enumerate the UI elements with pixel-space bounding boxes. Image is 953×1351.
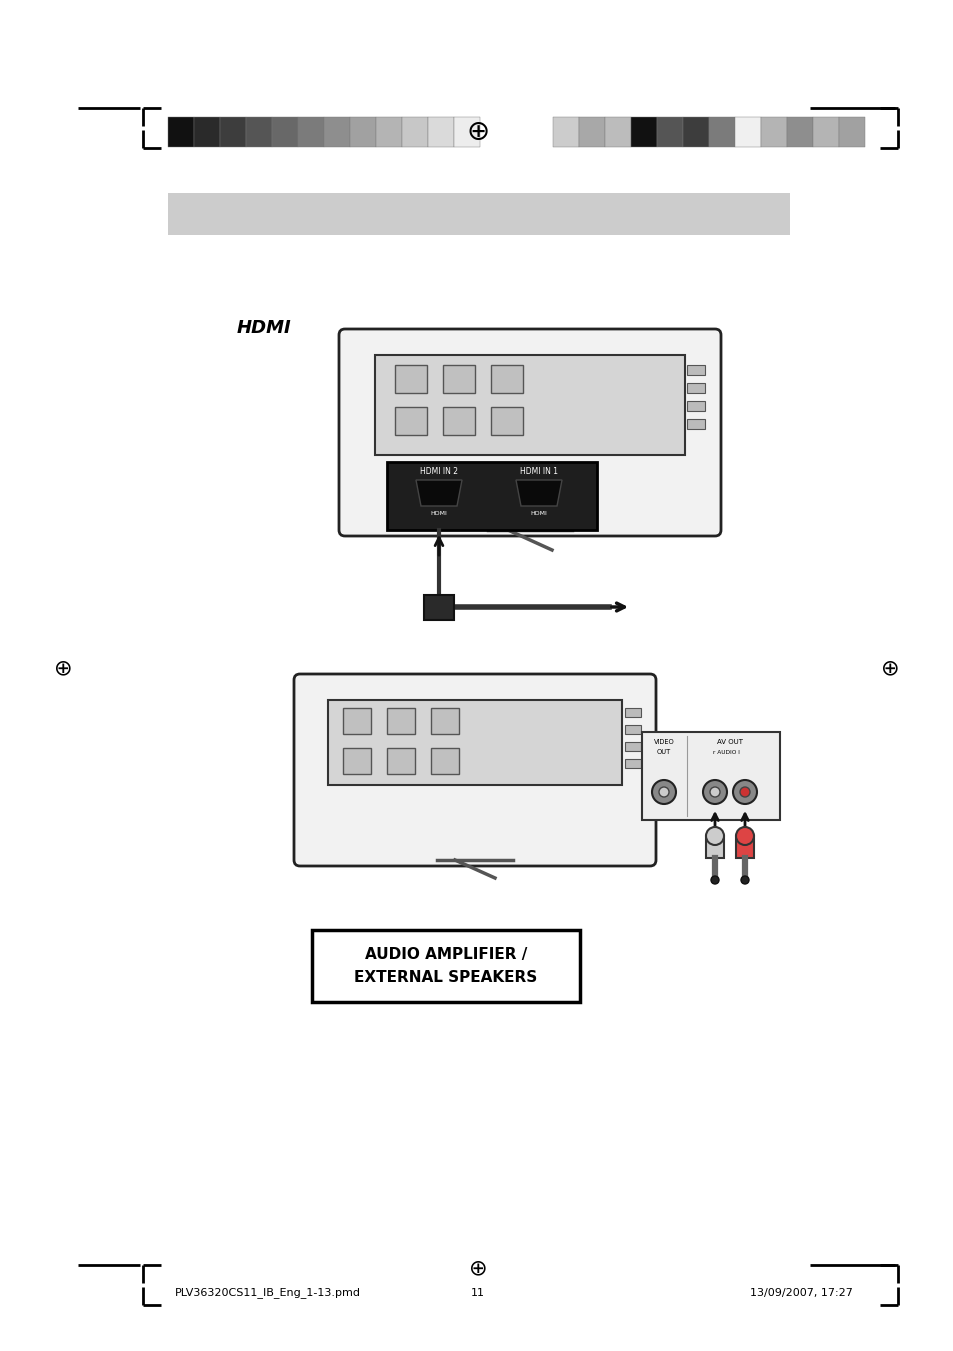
Bar (686, 365, 704, 376)
Text: HDMI: HDMI (430, 511, 447, 516)
Bar (220, 118, 246, 147)
Bar (624, 725, 640, 734)
Text: ⊕: ⊕ (468, 1258, 487, 1278)
Circle shape (740, 788, 749, 797)
Text: AV OUT: AV OUT (717, 739, 742, 744)
Bar (682, 118, 708, 147)
Bar (442, 407, 475, 435)
Bar (387, 708, 415, 734)
Text: HDMI: HDMI (530, 511, 547, 516)
Bar (246, 118, 272, 147)
Bar (734, 118, 760, 147)
Text: r AUDIO l: r AUDIO l (712, 750, 739, 755)
Circle shape (705, 827, 723, 844)
Circle shape (740, 875, 748, 884)
Text: ⊕: ⊕ (880, 658, 899, 678)
Bar (168, 118, 193, 147)
Bar (578, 118, 604, 147)
Bar (624, 708, 640, 717)
Bar (708, 118, 734, 147)
Bar (604, 118, 630, 147)
Text: EXTERNAL SPEAKERS: EXTERNAL SPEAKERS (354, 970, 537, 985)
Text: HDMI IN 1: HDMI IN 1 (519, 467, 558, 477)
FancyBboxPatch shape (294, 674, 656, 866)
Bar (641, 732, 780, 820)
Circle shape (659, 788, 668, 797)
Polygon shape (416, 480, 461, 507)
Bar (705, 836, 723, 858)
Circle shape (735, 827, 753, 844)
Bar (387, 748, 415, 774)
Circle shape (651, 780, 676, 804)
Bar (401, 118, 428, 147)
Bar (553, 118, 578, 147)
Bar (624, 742, 640, 751)
Text: VIDEO: VIDEO (653, 739, 674, 744)
Text: ⊕: ⊕ (466, 118, 489, 146)
Bar (454, 118, 479, 147)
Circle shape (732, 780, 757, 804)
Bar (812, 118, 838, 147)
Bar (272, 118, 297, 147)
Bar (343, 748, 371, 774)
Text: HDMI IN 2: HDMI IN 2 (419, 467, 457, 477)
Bar (375, 355, 684, 455)
Bar (428, 118, 454, 147)
Bar (735, 836, 753, 858)
Bar (442, 365, 475, 393)
Bar (395, 365, 427, 393)
Bar (838, 118, 864, 147)
Bar (395, 407, 427, 435)
Bar (193, 118, 220, 147)
Circle shape (709, 788, 720, 797)
Text: ⊕: ⊕ (53, 658, 72, 678)
Bar (168, 193, 789, 235)
Bar (297, 118, 324, 147)
Bar (431, 748, 458, 774)
Text: HDMI: HDMI (236, 319, 292, 336)
Bar (431, 708, 458, 734)
Bar (686, 419, 704, 430)
Bar (375, 118, 401, 147)
Text: AUDIO AMPLIFIER /: AUDIO AMPLIFIER / (364, 947, 527, 962)
Bar (686, 401, 704, 411)
Bar (686, 382, 704, 393)
Bar (350, 118, 375, 147)
Bar (491, 407, 522, 435)
Bar (324, 118, 350, 147)
Bar (630, 118, 657, 147)
Text: OUT: OUT (657, 748, 670, 755)
Circle shape (702, 780, 726, 804)
Bar (328, 700, 621, 785)
Bar (312, 929, 579, 1002)
Bar (786, 118, 812, 147)
Text: 13/09/2007, 17:27: 13/09/2007, 17:27 (749, 1288, 852, 1298)
Text: PLV36320CS11_IB_Eng_1-13.pmd: PLV36320CS11_IB_Eng_1-13.pmd (174, 1288, 360, 1298)
Bar (760, 118, 786, 147)
Text: 11: 11 (471, 1288, 484, 1298)
Circle shape (710, 875, 719, 884)
Bar (343, 708, 371, 734)
Bar (657, 118, 682, 147)
Bar (387, 462, 597, 530)
FancyBboxPatch shape (338, 330, 720, 536)
Polygon shape (516, 480, 561, 507)
Bar (624, 759, 640, 767)
Bar (491, 365, 522, 393)
Bar (423, 594, 454, 620)
